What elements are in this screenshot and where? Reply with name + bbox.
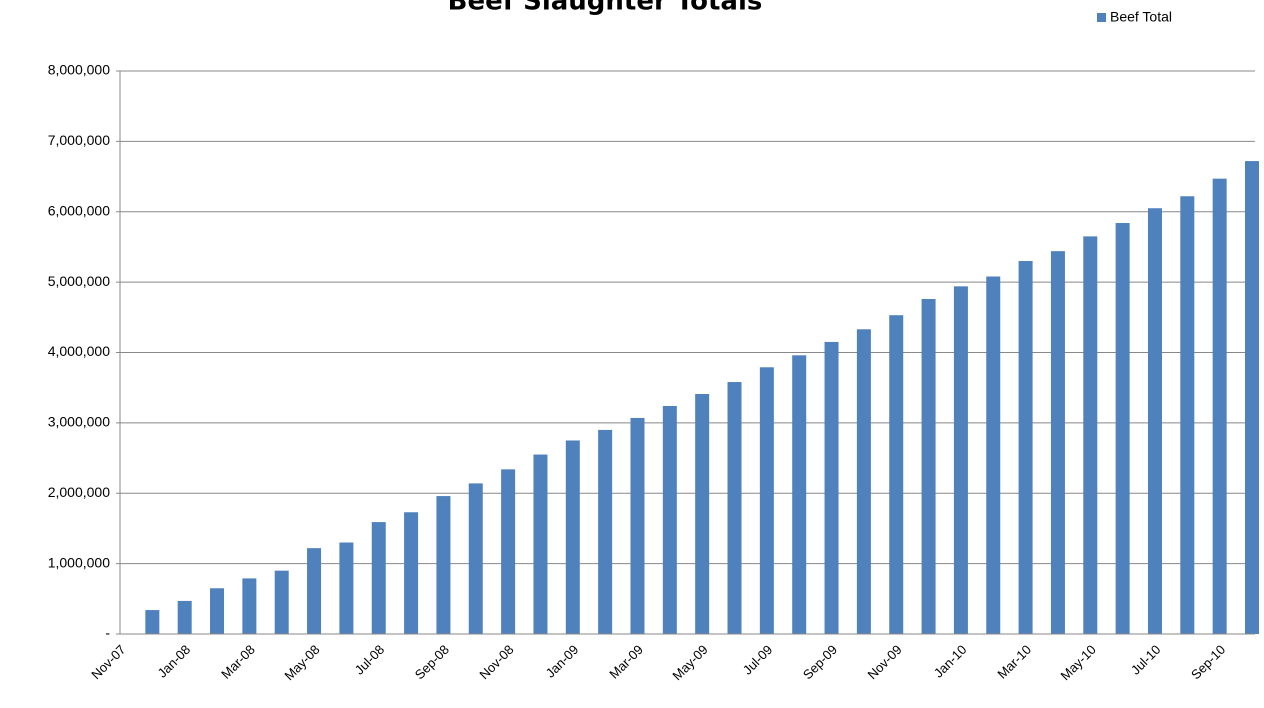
y-tick-label: 6,000,000 bbox=[48, 202, 110, 218]
bar bbox=[1147, 208, 1162, 634]
x-tick-label: Jan-08 bbox=[155, 642, 194, 681]
bar bbox=[339, 542, 354, 634]
legend-swatch bbox=[1097, 13, 1106, 22]
bar bbox=[1018, 261, 1033, 634]
bar bbox=[501, 469, 516, 634]
x-tick-label: Jul-10 bbox=[1128, 642, 1164, 678]
y-tick-label: 4,000,000 bbox=[48, 343, 110, 359]
y-tick-label: 3,000,000 bbox=[48, 414, 110, 430]
x-tick-label: Jul-09 bbox=[740, 642, 776, 678]
chart-title: Beef Slaughter Totals bbox=[448, 0, 763, 17]
bar bbox=[856, 329, 871, 634]
bar bbox=[1180, 196, 1195, 634]
bar bbox=[242, 578, 257, 634]
bar bbox=[404, 512, 419, 634]
bar bbox=[662, 405, 677, 634]
x-tick-label: May-08 bbox=[281, 642, 322, 683]
y-tick-label: 8,000,000 bbox=[48, 62, 110, 78]
y-tick-label: 2,000,000 bbox=[48, 484, 110, 500]
bar bbox=[792, 355, 807, 634]
bar bbox=[565, 440, 580, 634]
x-tick-label: May-09 bbox=[669, 642, 710, 683]
bar bbox=[1083, 236, 1098, 634]
bar bbox=[468, 483, 483, 634]
bar bbox=[436, 496, 451, 634]
bar bbox=[630, 417, 645, 634]
x-tick-label: Mar-09 bbox=[606, 642, 646, 682]
legend-label: Beef Total bbox=[1110, 9, 1172, 25]
x-tick-label: Jan-09 bbox=[543, 642, 582, 681]
bar bbox=[371, 522, 386, 634]
y-tick-label: 1,000,000 bbox=[48, 554, 110, 570]
x-tick-label: Nov-09 bbox=[865, 642, 905, 682]
bar bbox=[1050, 251, 1065, 634]
bar bbox=[759, 367, 774, 634]
bar bbox=[177, 600, 192, 634]
x-tick-label: Jan-10 bbox=[931, 642, 970, 681]
bar bbox=[824, 341, 839, 634]
bar bbox=[1245, 161, 1259, 634]
y-tick-label: 7,000,000 bbox=[48, 132, 110, 148]
x-tick-label: Mar-08 bbox=[218, 642, 258, 682]
x-tick-label: Nov-07 bbox=[88, 642, 128, 682]
bar bbox=[210, 588, 225, 634]
x-tick-label: Sep-10 bbox=[1188, 642, 1228, 682]
bar bbox=[695, 394, 710, 634]
x-tick-label: Sep-08 bbox=[412, 642, 452, 682]
bar bbox=[145, 610, 160, 634]
bar bbox=[1115, 223, 1130, 634]
x-tick-label: Nov-08 bbox=[476, 642, 516, 682]
x-tick-label: May-10 bbox=[1058, 642, 1099, 683]
bar bbox=[889, 315, 904, 634]
bar bbox=[953, 286, 968, 634]
bar bbox=[598, 429, 613, 634]
bar bbox=[533, 454, 548, 634]
y-tick-label: 5,000,000 bbox=[48, 273, 110, 289]
y-tick-label: - bbox=[105, 625, 110, 641]
bar bbox=[986, 276, 1001, 634]
bar bbox=[1212, 178, 1227, 634]
x-tick-label: Sep-09 bbox=[800, 642, 840, 682]
bar bbox=[307, 548, 322, 634]
x-tick-label: Mar-10 bbox=[994, 642, 1034, 682]
x-tick-label: Jul-08 bbox=[352, 642, 388, 678]
bar bbox=[727, 382, 742, 634]
bar bbox=[921, 299, 936, 634]
bar bbox=[274, 570, 289, 634]
